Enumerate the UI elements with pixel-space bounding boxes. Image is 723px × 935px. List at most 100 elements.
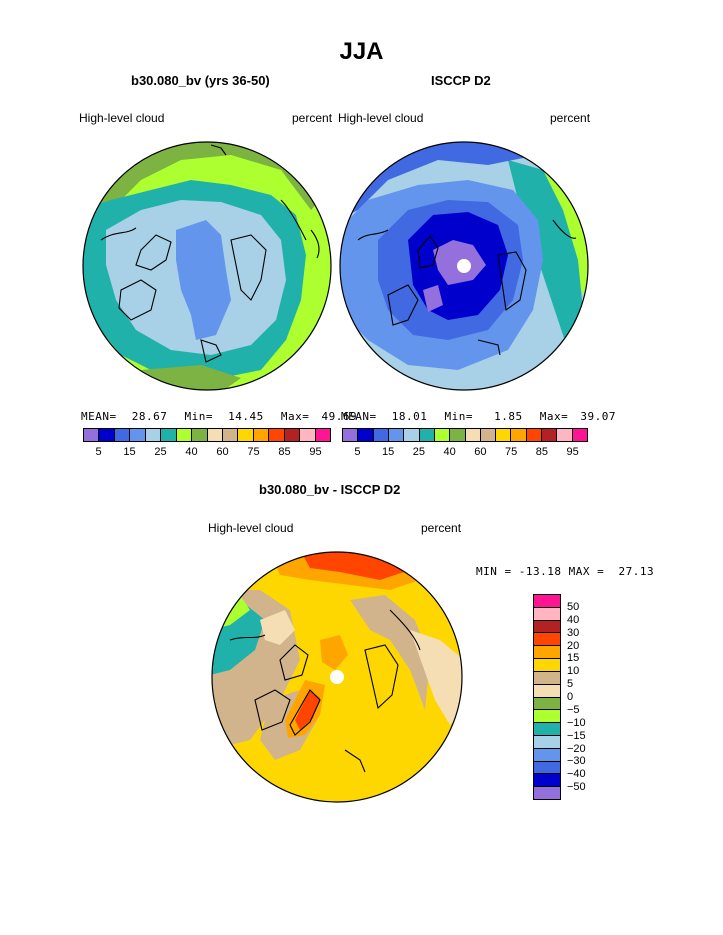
diff-colorbar-tick-label: 20	[567, 639, 580, 652]
diff-colorbar-swatch	[534, 748, 560, 762]
obs-max-label: Max=	[539, 410, 569, 423]
colorbar-tick-label: 15	[382, 446, 395, 458]
obs-mean-value: 18.01	[391, 410, 428, 423]
colorbar-swatch	[130, 429, 146, 441]
colorbar-swatch	[192, 429, 208, 441]
diff-colorbar-swatch	[534, 684, 560, 698]
colorbar-swatch	[496, 429, 512, 441]
colorbar-swatch	[99, 429, 115, 441]
diff-colorbar-tick-label: −30	[567, 755, 586, 768]
colorbar-tick-label: 95	[309, 446, 322, 458]
colorbar-swatch	[315, 429, 330, 441]
diff-colorbar-swatch	[534, 787, 560, 799]
colorbar-tick-label: 40	[443, 446, 456, 458]
model-units-label: percent	[292, 111, 333, 125]
obs-min-value: 1.85	[494, 410, 523, 423]
obs-min-label: Min=	[444, 410, 473, 423]
diff-colorbar-tick-label: −20	[567, 742, 586, 755]
colorbar-tick-label: 60	[216, 446, 229, 458]
colorbar-swatch	[404, 429, 420, 441]
colorbar-tick-label: 40	[185, 446, 198, 458]
model-min-value: 14.45	[228, 410, 264, 423]
colorbar-tick-label: 85	[278, 446, 291, 458]
colorbar-swatch	[480, 429, 497, 441]
colorbar-swatch	[542, 429, 558, 441]
diff-colorbar-swatch	[534, 723, 560, 736]
colorbar-swatch	[269, 429, 285, 441]
colorbar-tick-label: 95	[566, 446, 579, 458]
diff-units-label: percent	[421, 521, 462, 535]
diff-colorbar-tick-label: −15	[567, 729, 586, 742]
colorbar-swatch	[114, 429, 131, 441]
colorbar-tick-label: 25	[154, 446, 167, 458]
diff-colorbar-swatch	[534, 620, 560, 634]
diff-colorbar-swatch	[534, 659, 560, 672]
season-title: JJA	[339, 38, 384, 65]
colorbar-swatch	[238, 429, 254, 441]
obs-units-label: percent	[550, 111, 591, 125]
obs-max-value: 39.07	[580, 410, 616, 423]
colorbar-swatch	[450, 429, 466, 441]
diff-colorbar-swatch	[534, 774, 560, 788]
model-max-label: Max=	[280, 410, 310, 423]
diff-colorbar-tick-label: 50	[567, 600, 580, 613]
diff-colorbar-swatch	[534, 735, 560, 749]
colorbar-swatch	[284, 429, 301, 441]
model-max-value: 49.69	[321, 410, 358, 423]
diff-colorbar	[533, 594, 561, 800]
obs-polar-map	[339, 141, 589, 391]
diff-colorbar-tick-label: 0	[567, 691, 574, 703]
diff-colorbar-tick-label: 15	[567, 652, 580, 665]
diff-colorbar-swatch	[534, 671, 560, 685]
colorbar-swatch	[557, 429, 573, 441]
diff-colorbar-tick-label: 40	[567, 613, 580, 626]
obs-stats: MEAN= 18.01 Min= 1.85 Max= 39.07	[341, 410, 616, 423]
diff-colorbar-swatch	[534, 633, 560, 647]
model-min-label: Min=	[184, 410, 213, 423]
diff-colorbar-labels: 50 40 30 20 15 10 5 0 −5 −10 −15 −20 −30 −40 −50	[567, 594, 607, 800]
diff-colorbar-swatch	[534, 761, 560, 775]
colorbar-tick-label: 5	[354, 446, 361, 458]
diff-colorbar-tick-label: 30	[567, 626, 580, 639]
diff-variable-label: High-level cloud	[208, 521, 294, 535]
model-stats: MEAN= 28.67 Min= 14.45 Max= 49.69	[81, 410, 357, 423]
model-variable-label: High-level cloud	[79, 111, 165, 125]
diff-colorbar-tick-label: 10	[567, 665, 580, 678]
colorbar-swatch	[465, 429, 481, 441]
model-mean-label: MEAN=	[81, 410, 117, 423]
model-polar-map	[82, 141, 332, 391]
obs-panel-title: ISCCP D2	[431, 73, 491, 88]
colorbar-swatch	[388, 429, 405, 441]
colorbar-swatch	[358, 429, 374, 441]
diff-colorbar-swatch	[534, 607, 560, 621]
colorbar-swatch	[373, 429, 389, 441]
diff-panel-title: b30.080_bv - ISCCP D2	[259, 482, 401, 497]
diff-colorbar-tick-label: −40	[567, 768, 586, 781]
colorbar-swatch	[434, 429, 451, 441]
diff-colorbar-tick-label: −10	[567, 716, 586, 729]
colorbar-tick-label: 15	[123, 446, 136, 458]
colorbar-swatch	[253, 429, 270, 441]
diff-colorbar-swatch	[534, 697, 560, 711]
model-mean-value: 28.67	[131, 410, 168, 423]
model-colorbar	[83, 428, 331, 442]
obs-variable-label: High-level cloud	[338, 111, 424, 125]
diff-colorbar-swatch	[534, 710, 560, 724]
diff-colorbar-swatch	[534, 646, 560, 660]
colorbar-swatch	[161, 429, 177, 441]
diff-colorbar-tick-label: 5	[567, 678, 574, 691]
colorbar-swatch	[343, 429, 359, 441]
obs-colorbar	[342, 428, 588, 442]
colorbar-swatch	[572, 429, 587, 441]
colorbar-swatch	[419, 429, 435, 441]
colorbar-swatch	[526, 429, 543, 441]
colorbar-swatch	[511, 429, 527, 441]
colorbar-tick-label: 5	[95, 446, 102, 458]
model-panel-title: b30.080_bv (yrs 36-50)	[131, 73, 270, 88]
colorbar-swatch	[222, 429, 239, 441]
colorbar-swatch	[207, 429, 223, 441]
colorbar-swatch	[300, 429, 316, 441]
obs-mean-label: MEAN=	[341, 410, 377, 423]
diff-colorbar-tick-label: −50	[567, 781, 586, 794]
